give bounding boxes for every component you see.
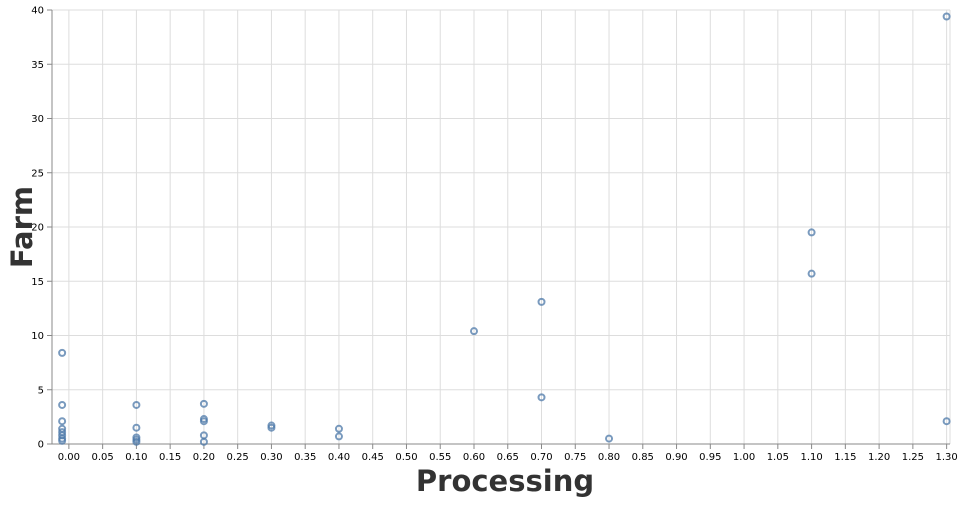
data-point xyxy=(58,400,67,409)
data-point xyxy=(199,399,208,408)
x-tick-label: 1.20 xyxy=(868,452,890,463)
x-tick-label: 1.15 xyxy=(834,452,856,463)
x-tick-label: 1.10 xyxy=(800,452,822,463)
data-point xyxy=(199,437,208,446)
x-tick-label: 0.85 xyxy=(632,452,654,463)
x-tick-label: 1.05 xyxy=(767,452,789,463)
x-tick-label: 0.30 xyxy=(260,452,282,463)
y-tick-label: 0 xyxy=(38,440,44,451)
x-tick-label: 0.40 xyxy=(328,452,350,463)
x-tick-label: 0.35 xyxy=(294,452,316,463)
x-tick-label: 0.75 xyxy=(564,452,586,463)
y-tick-label: 10 xyxy=(31,331,44,342)
data-point xyxy=(58,436,67,445)
data-point xyxy=(537,297,546,306)
data-point xyxy=(537,393,546,402)
y-tick-label: 20 xyxy=(31,223,44,234)
x-tick-label: 0.50 xyxy=(395,452,417,463)
data-point-layer xyxy=(58,12,951,446)
x-axis-title: Processing xyxy=(416,464,594,498)
grid-layer xyxy=(52,9,951,445)
x-tick-label: 0.90 xyxy=(665,452,687,463)
x-tick-label: 0.95 xyxy=(699,452,721,463)
x-tick-label: 0.10 xyxy=(125,452,147,463)
data-point xyxy=(199,417,208,426)
x-tick-label: 0.65 xyxy=(497,452,519,463)
x-tick-label: 1.25 xyxy=(902,452,924,463)
y-axis-title: Farm xyxy=(5,186,39,268)
data-point xyxy=(58,348,67,357)
x-tick-label: 0.05 xyxy=(92,452,114,463)
data-point xyxy=(132,400,141,409)
x-tick-label: 0.80 xyxy=(598,452,620,463)
data-point xyxy=(807,228,816,237)
y-tick-label: 30 xyxy=(31,114,44,125)
tick-label-layer: 0.00 0.05 0.10 0.15 0.20 0.25 0.30 0.35 0.40 0.45… xyxy=(31,6,957,464)
axis-layer xyxy=(47,9,950,449)
x-tick-label: 0.60 xyxy=(463,452,485,463)
x-tick-label: 1.30 xyxy=(935,452,957,463)
x-tick-label: 1.00 xyxy=(733,452,755,463)
x-tick-label: 0.25 xyxy=(227,452,249,463)
y-tick-label: 5 xyxy=(38,385,44,396)
data-point xyxy=(267,423,276,432)
data-point xyxy=(132,423,141,432)
data-point xyxy=(469,327,478,336)
x-tick-label: 0.45 xyxy=(362,452,384,463)
data-point xyxy=(942,417,951,426)
data-point xyxy=(942,12,951,21)
y-tick-label: 25 xyxy=(31,168,44,179)
data-point xyxy=(334,432,343,441)
x-tick-label: 0.00 xyxy=(58,452,80,463)
x-tick-label: 0.20 xyxy=(193,452,215,463)
y-tick-label: 40 xyxy=(31,6,44,17)
x-tick-label: 0.55 xyxy=(429,452,451,463)
x-tick-label: 0.70 xyxy=(530,452,552,463)
data-point xyxy=(807,269,816,278)
x-tick-label: 0.15 xyxy=(159,452,181,463)
y-tick-label: 15 xyxy=(31,277,44,288)
data-point xyxy=(132,437,141,446)
y-tick-label: 35 xyxy=(31,60,44,71)
data-point xyxy=(58,417,67,426)
data-point xyxy=(334,424,343,433)
data-point xyxy=(605,434,614,443)
